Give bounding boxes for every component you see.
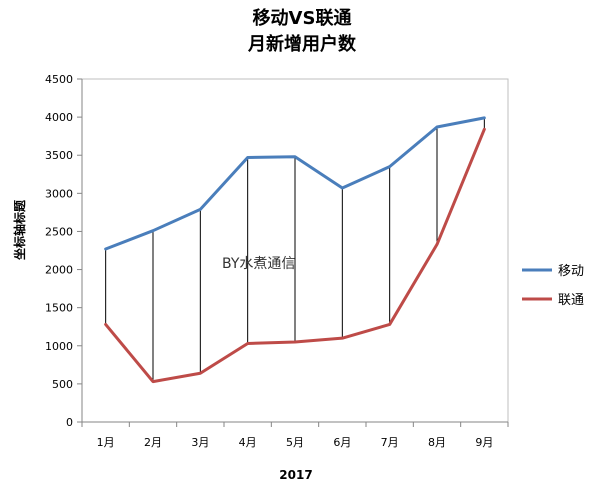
- x-axis-ticks: 1月 2月 3月 4月 5月 6月 7月 8月 9月: [81, 422, 509, 449]
- x-tick-label: 8月: [428, 436, 446, 449]
- legend-label-2: 联通: [558, 293, 584, 308]
- y-tick-label: 500: [52, 378, 73, 391]
- x-axis-title: 2017: [279, 468, 312, 482]
- x-tick-label: 4月: [239, 436, 257, 449]
- x-tick-label: 3月: [191, 436, 209, 449]
- y-axis-ticks: 0 500 1000 1500 2000 2500 3000 3500 4000 4500: [45, 73, 82, 429]
- y-tick-label: 2000: [45, 264, 73, 277]
- y-tick-label: 3500: [45, 149, 73, 162]
- x-tick-label: 7月: [381, 436, 399, 449]
- x-tick-label: 2月: [144, 436, 162, 449]
- chart-title-line2: 月新增用户数: [247, 33, 357, 55]
- y-tick-label: 1500: [45, 302, 73, 315]
- y-tick-label: 0: [66, 416, 73, 429]
- y-tick-label: 2500: [45, 225, 73, 238]
- y-tick-label: 4500: [45, 73, 73, 86]
- series-line-1: [104, 116, 486, 251]
- drop-lines: [105, 117, 485, 382]
- series-line-2: [104, 127, 486, 384]
- x-tick-label: 6月: [333, 436, 351, 449]
- y-tick-label: 1000: [45, 340, 73, 353]
- chart-title-line1: 移动VS联通: [253, 7, 352, 29]
- series-lines: [104, 116, 486, 384]
- x-tick-label: 5月: [286, 436, 304, 449]
- x-tick-label: 1月: [97, 436, 115, 449]
- y-tick-label: 4000: [45, 111, 73, 124]
- y-axis-title: 坐标轴标题: [12, 199, 27, 260]
- legend-label-1: 移动: [558, 264, 584, 279]
- x-tick-label: 9月: [475, 436, 493, 449]
- plot-area: [81, 78, 509, 423]
- y-tick-label: 3000: [45, 187, 73, 200]
- watermark-annotation: BY水煮通信: [222, 256, 295, 272]
